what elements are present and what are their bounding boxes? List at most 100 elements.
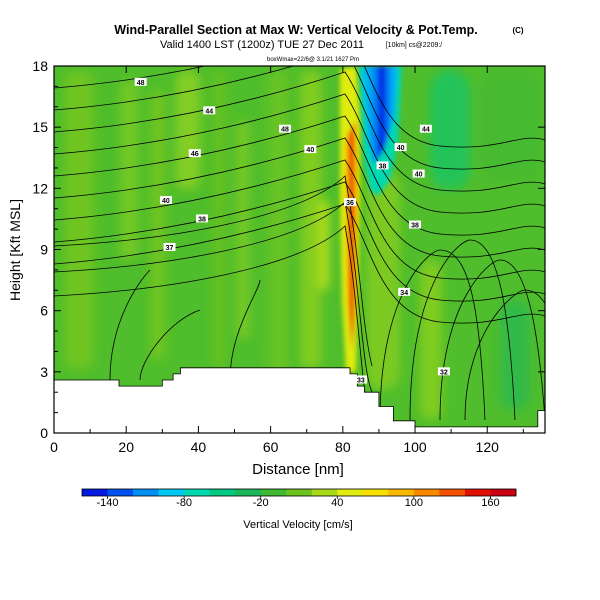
terrain-mask bbox=[54, 367, 545, 433]
contour-label-text: 40 bbox=[306, 147, 314, 154]
contour-label-bg bbox=[437, 367, 450, 376]
colorbar-segment bbox=[311, 489, 338, 496]
colorbar-segment bbox=[107, 489, 134, 496]
velocity-band bbox=[176, 70, 200, 190]
contour-label-text: 37 bbox=[166, 245, 174, 252]
y-tick-label: 3 bbox=[40, 364, 48, 380]
contour-label-text: 40 bbox=[162, 198, 170, 205]
info-line: boxWmax=22/6@ 3.1/21 1627 Pm bbox=[267, 57, 359, 63]
velocity-band bbox=[236, 120, 250, 340]
contour-label: 44 bbox=[203, 106, 216, 115]
colorbar-segment bbox=[362, 489, 389, 496]
contour-label-text: 44 bbox=[205, 108, 213, 115]
velocity-band bbox=[366, 170, 400, 390]
contour-label-bg bbox=[304, 145, 317, 154]
contour-label: 38 bbox=[409, 220, 422, 230]
y-tick-label: 6 bbox=[40, 303, 48, 319]
y-tick-label: 12 bbox=[32, 180, 48, 196]
contour-label: 46 bbox=[188, 149, 201, 158]
colorbar-frame bbox=[81, 488, 517, 497]
isentrope-line bbox=[409, 239, 516, 421]
colorbar-segment bbox=[158, 489, 185, 496]
chart-title: Wind-Parallel Section at Max W: Vertical… bbox=[114, 23, 477, 37]
colorbar-segment bbox=[82, 489, 108, 496]
isentrope-line bbox=[54, 66, 545, 170]
contour-label-bg bbox=[409, 220, 422, 229]
colorbar-segment bbox=[184, 489, 210, 496]
isentrope-line bbox=[109, 269, 151, 381]
contour-label: 40 bbox=[394, 143, 407, 152]
colorbar-segment bbox=[235, 489, 262, 496]
x-tick-label: 60 bbox=[263, 439, 279, 455]
contour-label-text: 38 bbox=[379, 163, 387, 170]
contour-label-text: 38 bbox=[198, 216, 206, 223]
contour-label-text: 40 bbox=[397, 145, 405, 152]
velocity-band bbox=[212, 70, 226, 370]
contour-label-text: 32 bbox=[440, 369, 448, 376]
velocity-band bbox=[268, 70, 288, 390]
colorbar-segment bbox=[337, 489, 364, 496]
colorbar-segment bbox=[209, 489, 236, 496]
colorbar-tick-label: 160 bbox=[481, 497, 499, 509]
x-tick-label: 0 bbox=[50, 439, 58, 455]
isentrope-line bbox=[54, 137, 545, 258]
x-tick-label: 100 bbox=[403, 439, 427, 455]
contour-label-bg bbox=[344, 198, 357, 207]
contour-label-bg bbox=[354, 375, 367, 384]
velocity-band bbox=[420, 260, 442, 420]
contour-label: 32 bbox=[437, 367, 450, 376]
velocity-band bbox=[480, 70, 540, 180]
y-tick-label: 15 bbox=[32, 119, 48, 135]
contour-label-bg bbox=[394, 143, 407, 152]
isentrope-line bbox=[54, 93, 545, 214]
contour-label: 44 bbox=[419, 124, 432, 134]
isentrope-line bbox=[54, 71, 545, 192]
velocity-field-texture bbox=[64, 70, 540, 420]
x-axis-label: Distance [nm] bbox=[252, 461, 344, 478]
contour-labels: 48 44 48 46 40 44 40 38 40 40 38 36 38 37 34 32 33 bbox=[134, 77, 450, 384]
isentrope-line bbox=[379, 249, 486, 421]
contour-label: 38 bbox=[376, 161, 389, 170]
contour-label: 48 bbox=[134, 77, 147, 87]
colorbar-segment bbox=[133, 489, 159, 496]
colorbar-tick-label: -20 bbox=[253, 497, 269, 509]
valid-time-line: Valid 1400 LST (1200z) TUE 27 Dec 2011 bbox=[160, 39, 364, 51]
isentrope-line bbox=[139, 309, 201, 381]
contour-label-bg bbox=[279, 124, 292, 133]
copyright-mark: (C) bbox=[512, 26, 523, 35]
colorbar-segment bbox=[439, 489, 466, 496]
isentrope-line bbox=[54, 159, 545, 280]
velocity-band bbox=[300, 70, 322, 370]
potential-temperature-contours bbox=[54, 66, 545, 421]
contour-label: 36 bbox=[344, 198, 357, 207]
colorbar-segment bbox=[286, 489, 313, 496]
colorbar: -140 -80 -20 40 100 160 bbox=[81, 488, 517, 509]
colorbar-tick-label: 40 bbox=[331, 497, 343, 509]
contour-label-text: 38 bbox=[411, 223, 419, 230]
x-tick-label: 80 bbox=[335, 439, 351, 455]
colorbar-segment bbox=[464, 489, 491, 496]
contour-label-bg bbox=[376, 161, 389, 170]
contour-label: 37 bbox=[163, 242, 176, 252]
contour-label-bg bbox=[188, 149, 201, 158]
contour-label-text: 36 bbox=[346, 200, 354, 207]
contour-label-bg bbox=[196, 214, 209, 223]
colorbar-tick-label: 100 bbox=[405, 497, 423, 509]
contour-label-text: 40 bbox=[415, 172, 423, 179]
contour-label-text: 48 bbox=[281, 127, 289, 134]
contour-label-text: 48 bbox=[137, 80, 145, 87]
isentrope-line bbox=[54, 66, 545, 148]
colorbar-segment bbox=[413, 489, 440, 496]
contour-label-bg bbox=[134, 77, 147, 86]
x-tick-label: 20 bbox=[118, 439, 134, 455]
downdraft-inner bbox=[362, 66, 398, 164]
contour-label-text: 46 bbox=[191, 151, 199, 158]
isentrope-line bbox=[54, 175, 373, 367]
colorbar-segment bbox=[490, 489, 517, 496]
x-tick-label: 120 bbox=[476, 439, 500, 455]
contour-label-bg bbox=[419, 124, 432, 133]
plot-area: 48 44 48 46 40 44 40 38 40 40 38 36 38 37 34 32 33 bbox=[54, 66, 545, 433]
velocity-band bbox=[120, 80, 138, 260]
